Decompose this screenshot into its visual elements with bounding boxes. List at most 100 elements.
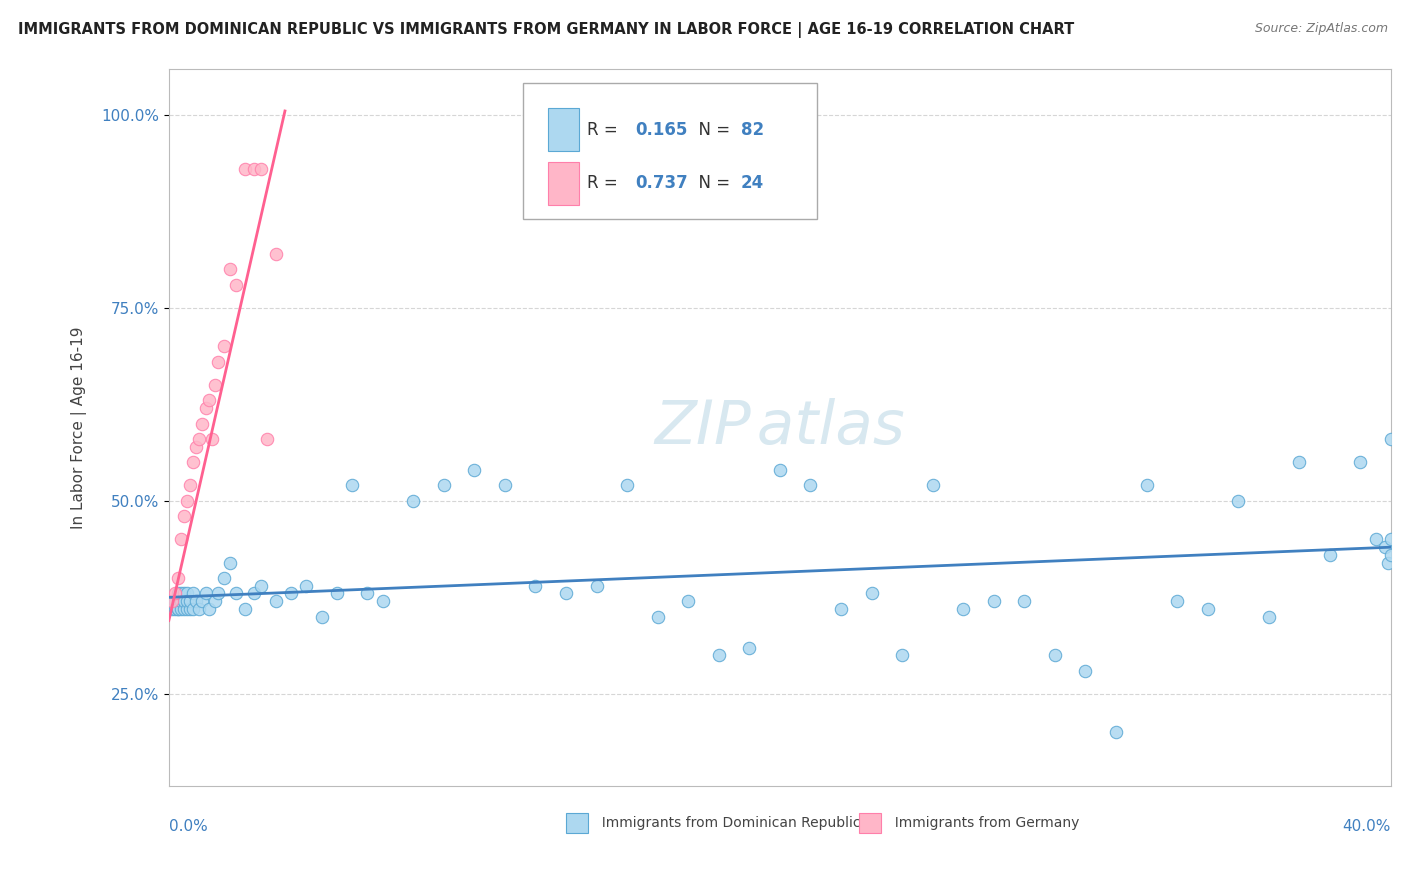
Point bbox=[163, 586, 186, 600]
Point bbox=[830, 602, 852, 616]
Text: IMMIGRANTS FROM DOMINICAN REPUBLIC VS IMMIGRANTS FROM GERMANY IN LABOR FORCE | A: IMMIGRANTS FROM DOMINICAN REPUBLIC VS IM… bbox=[18, 22, 1074, 38]
FancyBboxPatch shape bbox=[548, 162, 579, 204]
Point bbox=[225, 586, 247, 600]
Point bbox=[207, 355, 229, 369]
Point bbox=[173, 594, 195, 608]
Point bbox=[173, 602, 195, 616]
Text: R =: R = bbox=[586, 120, 623, 138]
Point bbox=[160, 602, 183, 616]
Point bbox=[1135, 478, 1157, 492]
Text: 0.165: 0.165 bbox=[636, 120, 688, 138]
Point bbox=[1105, 725, 1128, 739]
Point bbox=[204, 378, 226, 392]
Point bbox=[249, 161, 271, 176]
Point bbox=[1014, 594, 1036, 608]
Text: Immigrants from Germany: Immigrants from Germany bbox=[886, 816, 1080, 830]
Point bbox=[219, 262, 242, 277]
Bar bbox=[859, 813, 882, 833]
Point bbox=[1376, 556, 1399, 570]
Point bbox=[891, 648, 914, 663]
Point bbox=[176, 586, 198, 600]
Point bbox=[1364, 533, 1386, 547]
Point bbox=[1288, 455, 1310, 469]
Point bbox=[173, 594, 195, 608]
Point bbox=[167, 586, 190, 600]
Point bbox=[163, 594, 186, 608]
Point bbox=[356, 586, 378, 600]
Point bbox=[163, 594, 186, 608]
Point bbox=[170, 533, 193, 547]
Point bbox=[524, 579, 547, 593]
Point bbox=[197, 393, 219, 408]
Point bbox=[201, 432, 224, 446]
Point bbox=[207, 586, 229, 600]
Point bbox=[494, 478, 516, 492]
Bar bbox=[567, 813, 588, 833]
Point bbox=[1379, 432, 1402, 446]
Point bbox=[463, 463, 485, 477]
Point bbox=[1374, 540, 1396, 554]
FancyBboxPatch shape bbox=[548, 108, 579, 151]
Point bbox=[160, 594, 183, 608]
Point bbox=[295, 579, 318, 593]
Point bbox=[264, 594, 287, 608]
Point bbox=[921, 478, 943, 492]
Point bbox=[212, 339, 235, 353]
Point bbox=[186, 594, 208, 608]
Point bbox=[243, 586, 266, 600]
Text: 24: 24 bbox=[741, 175, 763, 193]
Point bbox=[225, 277, 247, 292]
Point bbox=[1197, 602, 1219, 616]
Point bbox=[952, 602, 974, 616]
Point bbox=[179, 602, 201, 616]
Point bbox=[1319, 548, 1341, 562]
Point bbox=[173, 586, 195, 600]
Point bbox=[555, 586, 578, 600]
Point bbox=[170, 602, 193, 616]
Point bbox=[176, 493, 198, 508]
Point bbox=[191, 594, 214, 608]
Point bbox=[194, 586, 217, 600]
Point bbox=[212, 571, 235, 585]
Point bbox=[197, 602, 219, 616]
Point bbox=[249, 579, 271, 593]
Point bbox=[243, 161, 266, 176]
Text: 82: 82 bbox=[741, 120, 763, 138]
Text: N =: N = bbox=[689, 120, 735, 138]
Point bbox=[738, 640, 761, 655]
Point bbox=[585, 579, 607, 593]
Point bbox=[326, 586, 349, 600]
Point bbox=[170, 586, 193, 600]
Y-axis label: In Labor Force | Age 16-19: In Labor Force | Age 16-19 bbox=[72, 326, 87, 529]
Point bbox=[167, 602, 190, 616]
Point bbox=[616, 478, 638, 492]
Point bbox=[194, 401, 217, 416]
Point bbox=[170, 594, 193, 608]
Point bbox=[799, 478, 821, 492]
Text: Source: ZipAtlas.com: Source: ZipAtlas.com bbox=[1254, 22, 1388, 36]
Point bbox=[280, 586, 302, 600]
Point bbox=[181, 586, 204, 600]
Point bbox=[167, 602, 190, 616]
Point bbox=[1350, 455, 1372, 469]
Point bbox=[371, 594, 394, 608]
FancyBboxPatch shape bbox=[523, 83, 817, 219]
Point bbox=[204, 594, 226, 608]
Point bbox=[1043, 648, 1066, 663]
Point bbox=[707, 648, 730, 663]
Point bbox=[191, 417, 214, 431]
Point bbox=[1257, 609, 1279, 624]
Point bbox=[647, 609, 669, 624]
Point bbox=[433, 478, 456, 492]
Point bbox=[678, 594, 700, 608]
Point bbox=[186, 440, 208, 454]
Text: N =: N = bbox=[689, 175, 735, 193]
Point bbox=[769, 463, 792, 477]
Point bbox=[173, 509, 195, 524]
Text: R =: R = bbox=[586, 175, 623, 193]
Point bbox=[167, 571, 190, 585]
Point bbox=[179, 594, 201, 608]
Point bbox=[860, 586, 883, 600]
Text: 0.737: 0.737 bbox=[636, 175, 689, 193]
Point bbox=[219, 556, 242, 570]
